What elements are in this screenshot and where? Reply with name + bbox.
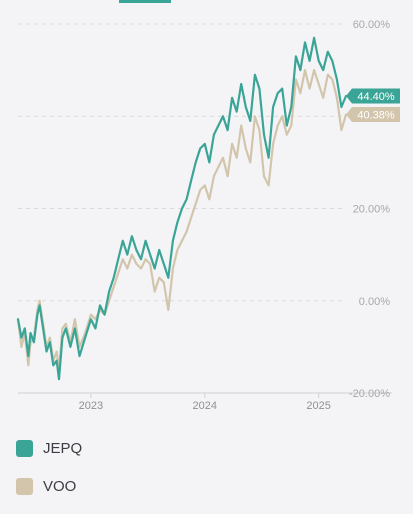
- series-line-jepq: [16, 36, 348, 381]
- line-chart: 60.00%40.00%20.00%0.00%-20.00% 202320242…: [16, 19, 400, 412]
- x-tick-label: 2025: [306, 400, 330, 412]
- series-lines: [16, 36, 348, 381]
- series-line-voo: [16, 69, 348, 371]
- end-label-jepq: 44.40%: [357, 91, 395, 103]
- y-axis-ticks: 60.00%40.00%20.00%0.00%-20.00%: [349, 19, 390, 400]
- legend-item-voo[interactable]: VOO: [16, 476, 82, 496]
- y-tick-label: -20.00%: [349, 388, 390, 400]
- legend-label-jepq: JEPQ: [43, 439, 83, 457]
- end-label-voo: 40.38%: [357, 109, 395, 121]
- end-label-bg-voo: [346, 106, 400, 122]
- x-axis-ticks: 2023 2024 2025: [79, 393, 331, 412]
- voo-swatch: [16, 477, 33, 495]
- jepq-swatch: [16, 439, 33, 457]
- y-tick-label: 60.00%: [353, 19, 391, 31]
- end-label-bg-jepq: [346, 88, 400, 104]
- legend: JEPQ VOO: [16, 438, 82, 514]
- tab-indicator: [119, 0, 171, 3]
- y-tick-label: 20.00%: [353, 204, 391, 216]
- y-tick-label: 0.00%: [359, 296, 390, 308]
- legend-item-jepq[interactable]: JEPQ: [16, 438, 82, 458]
- end-value-labels: 44.40% 40.38%: [346, 88, 400, 122]
- x-tick-label: 2023: [79, 400, 103, 412]
- legend-label-voo: VOO: [43, 477, 77, 495]
- x-tick-label: 2024: [193, 400, 217, 412]
